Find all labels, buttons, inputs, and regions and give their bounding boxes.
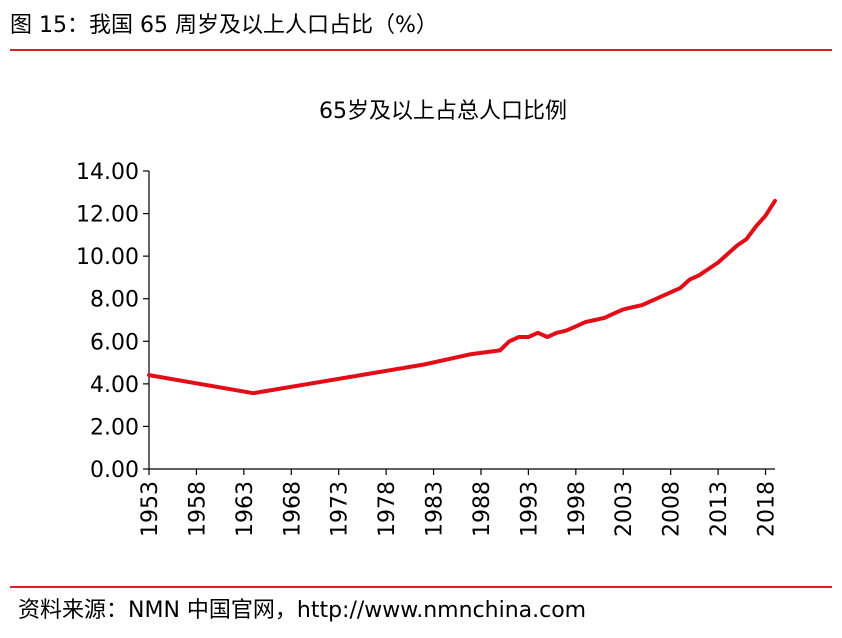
x-tick-label: 2013	[707, 481, 732, 537]
bottom-divider	[10, 586, 832, 588]
x-tick-label: 2003	[612, 481, 637, 537]
x-tick-label: 1978	[375, 481, 400, 537]
y-tick-label: 4.00	[90, 373, 139, 398]
x-tick-label: 1973	[328, 481, 353, 537]
y-tick-label: 12.00	[76, 203, 139, 228]
series-group	[147, 198, 777, 396]
x-axis: 1953 1958 1963 1968 1973 1978 1983 1988 1993 1998…	[138, 468, 780, 537]
x-tick-label: 1968	[280, 481, 305, 537]
x-tick-label: 2008	[660, 481, 685, 537]
x-tick-label: 1993	[517, 481, 542, 537]
y-tick-label: 2.00	[90, 415, 139, 440]
x-tick-label: 1958	[185, 481, 210, 537]
figure-title: 图 15：我国 65 周岁及以上人口占比（%）	[10, 13, 438, 38]
x-tick-label: 1953	[138, 481, 163, 537]
series-line	[147, 198, 777, 396]
line-chart: 65岁及以上占总人口比例 0.00 2.00 4.00 6.00 8.00 10.00 12…	[76, 99, 780, 537]
x-tick-label: 1988	[470, 481, 495, 537]
chart-title: 65岁及以上占总人口比例	[319, 99, 567, 124]
y-tick-label: 8.00	[90, 288, 139, 313]
y-tick-label: 6.00	[90, 330, 139, 355]
x-tick-label: 2018	[755, 481, 780, 537]
y-tick-label: 14.00	[76, 160, 139, 185]
x-tick-label: 1998	[565, 481, 590, 537]
y-axis: 0.00 2.00 4.00 6.00 8.00 10.00 12.00 14.00	[76, 160, 150, 483]
top-divider	[10, 49, 832, 51]
y-tick-label: 0.00	[90, 458, 139, 483]
x-tick-label: 1983	[423, 481, 448, 537]
y-tick-label: 10.00	[76, 245, 139, 270]
x-tick-label: 1963	[233, 481, 258, 537]
source-note: 资料来源：NMN 中国官网，http://www.nmnchina.com	[18, 598, 587, 623]
